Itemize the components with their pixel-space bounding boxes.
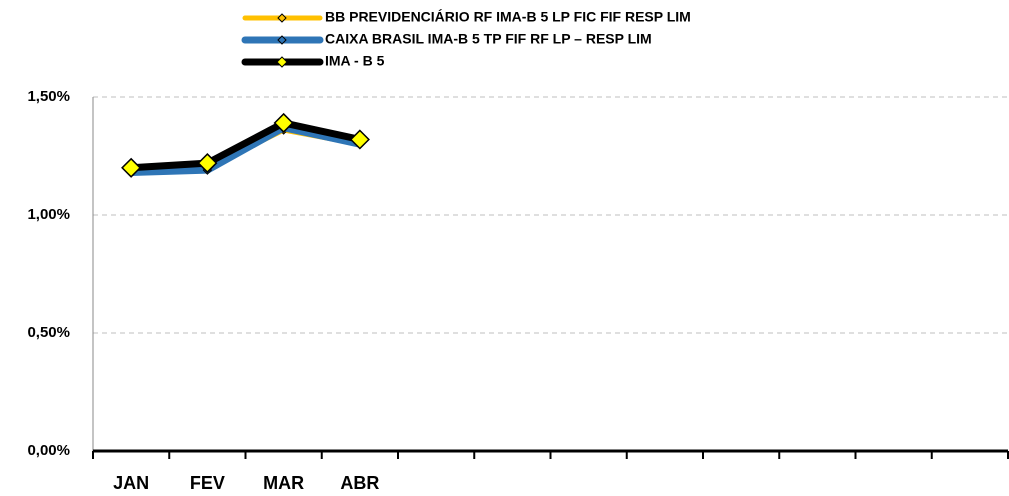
- x-tick-label: JAN: [113, 473, 149, 493]
- y-tick-label: 1,00%: [27, 206, 70, 223]
- legend-marker: [276, 56, 288, 68]
- y-tick-label: 0,50%: [27, 324, 70, 341]
- x-tick-label: MAR: [263, 473, 304, 493]
- series-line: [131, 124, 361, 177]
- series-line: [130, 119, 361, 172]
- legend-label: IMA - B 5: [325, 53, 385, 69]
- x-tick-label: ABR: [340, 473, 379, 493]
- marker: [349, 129, 370, 150]
- marker: [121, 157, 142, 178]
- x-tick-label: FEV: [190, 473, 225, 493]
- y-tick-label: 1,50%: [27, 88, 70, 105]
- legend-label: CAIXA BRASIL IMA-B 5 TP FIF RF LP – RESP…: [325, 31, 652, 47]
- legend-marker: [277, 13, 287, 23]
- y-tick-label: 0,00%: [27, 442, 70, 459]
- marker: [197, 153, 218, 174]
- marker: [273, 112, 294, 134]
- legend-label: BB PREVIDENCIÁRIO RF IMA-B 5 LP FIC FIF …: [325, 9, 691, 25]
- legend-marker: [277, 35, 287, 45]
